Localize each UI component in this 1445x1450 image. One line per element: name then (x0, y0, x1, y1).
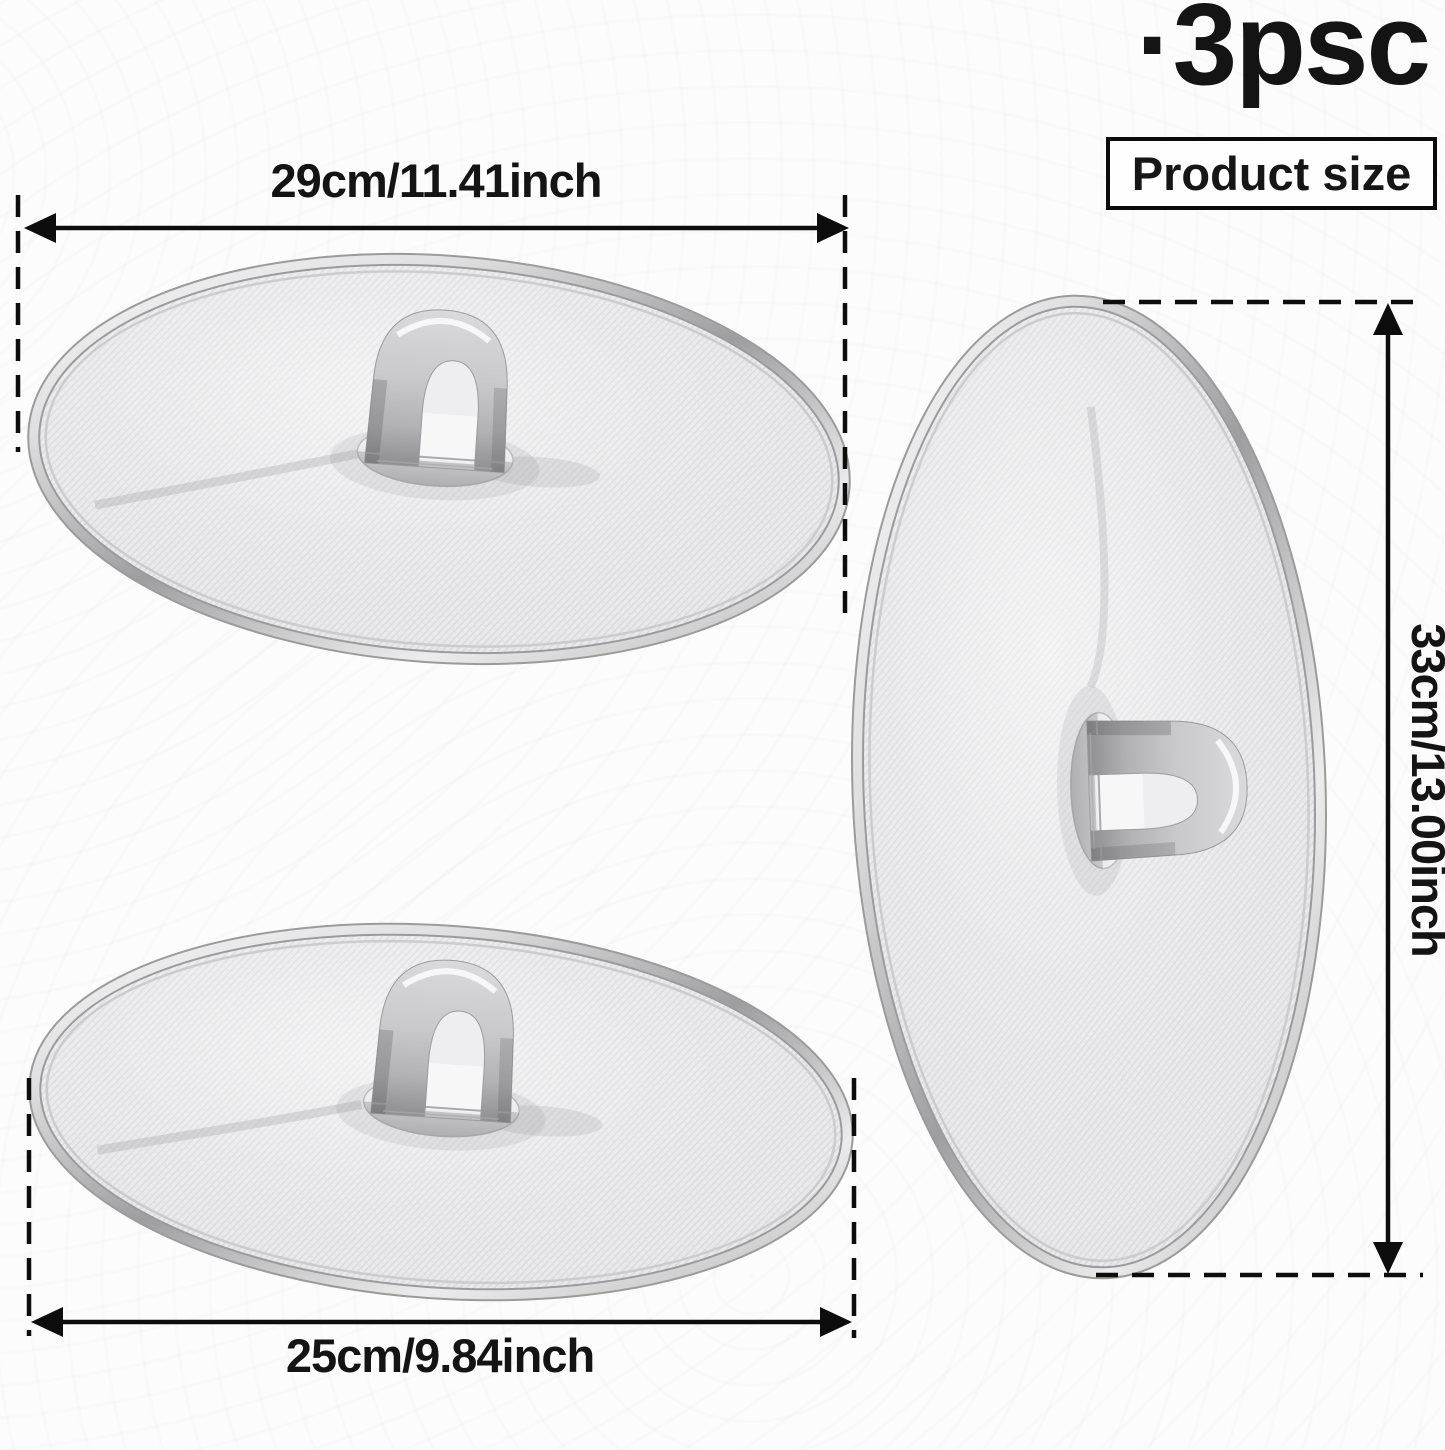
splatter-screen-bottom-left (28, 922, 854, 1302)
dimension-label-top-width: 29cm/11.41inch (270, 154, 603, 207)
product-size-box: Product size (1106, 137, 1437, 210)
dimension-label-bottom-width: 25cm/9.84inch (285, 1329, 595, 1382)
quantity-label: ·3psc (1135, 0, 1431, 109)
product-size-label: Product size (1131, 147, 1412, 200)
splatter-screen-right (851, 294, 1327, 1280)
dimension-label-side-height: 33cm/13.00inch (1402, 623, 1445, 957)
splatter-screen-top-left (27, 252, 851, 666)
dimension-lines (15, 195, 1423, 1338)
